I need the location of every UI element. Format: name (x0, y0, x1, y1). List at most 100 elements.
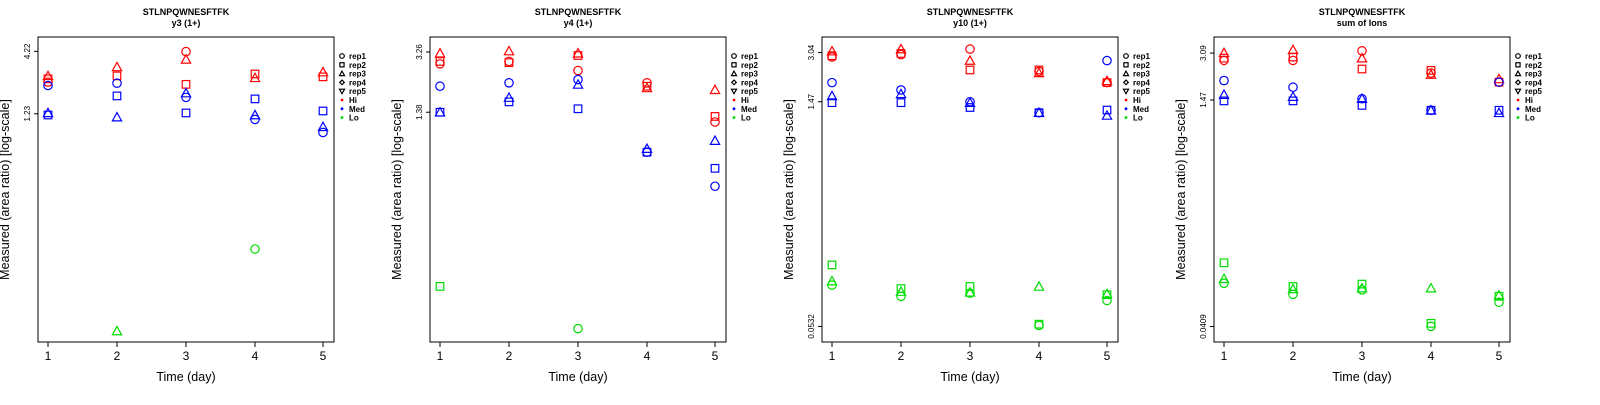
chart-title: STLNPQWNESFTFK (535, 7, 622, 17)
x-axis-label: Time (day) (940, 370, 999, 384)
data-point-med (1218, 88, 1230, 99)
data-point-lo (1102, 290, 1112, 300)
x-tick-label: 2 (506, 349, 513, 363)
data-point-hi (1357, 64, 1367, 74)
data-point-lo (896, 284, 906, 294)
data-point-med (896, 85, 906, 95)
data-point-med (826, 90, 838, 101)
data-point-lo (1426, 318, 1436, 328)
data-point-lo (435, 282, 445, 291)
data-point-med (504, 78, 514, 88)
data-point-hi (965, 65, 975, 75)
data-point-med (572, 78, 584, 89)
x-tick-label: 4 (252, 349, 259, 363)
data-point-med (1425, 104, 1437, 115)
data-point-med (1219, 75, 1229, 86)
legend-marker (730, 69, 738, 77)
legend-marker (732, 116, 736, 119)
legend-marker (338, 69, 346, 77)
x-tick-label: 5 (1496, 349, 1503, 363)
legend-label: Med (741, 105, 757, 114)
legend-marker (1124, 107, 1128, 111)
data-point-lo (111, 325, 123, 336)
data-point-hi (572, 47, 584, 58)
x-tick-label: 4 (1036, 349, 1043, 363)
legend-label: rep1 (1133, 52, 1150, 61)
data-point-hi (895, 43, 907, 54)
data-point-hi (112, 71, 122, 81)
x-tick-label: 1 (45, 349, 52, 363)
data-point-hi (318, 72, 328, 82)
x-tick-label: 3 (575, 349, 582, 363)
y-tick-label: 1.47 (1199, 92, 1208, 108)
data-point-lo (1494, 297, 1504, 308)
data-point-hi (1425, 68, 1437, 79)
data-point-med (112, 91, 122, 101)
legend-label: rep1 (349, 52, 366, 61)
data-point-hi (710, 117, 720, 127)
data-point-med (573, 74, 583, 85)
legend-marker (1124, 98, 1128, 102)
chart-subtitle: y3 (1+) (172, 18, 201, 28)
data-point-hi (964, 54, 976, 65)
data-point-hi (827, 51, 837, 61)
data-point-lo (895, 285, 907, 296)
legend-label: rep3 (349, 70, 366, 79)
x-tick-label: 1 (437, 349, 444, 363)
chart-title: STLNPQWNESFTFK (1319, 7, 1406, 17)
legend-marker (732, 107, 736, 111)
data-point-hi (180, 53, 192, 64)
data-point-med (317, 120, 329, 132)
data-point-hi (181, 79, 191, 89)
data-point-hi (42, 70, 54, 81)
legend-label: rep5 (349, 87, 366, 96)
data-point-hi (1219, 55, 1229, 66)
x-axis-label: Time (day) (548, 370, 607, 384)
data-point-med (573, 104, 583, 114)
data-point-med (964, 96, 976, 107)
x-tick-label: 3 (967, 349, 974, 363)
y-tick-label: 1.38 (415, 104, 424, 120)
data-point-hi (434, 47, 446, 58)
legend-label: rep2 (349, 61, 366, 70)
data-point-med (112, 78, 122, 88)
data-point-med (111, 111, 123, 122)
legend-marker (1122, 79, 1130, 86)
data-point-lo (1425, 282, 1437, 293)
data-point-med (1102, 105, 1112, 115)
data-point-lo (1219, 258, 1229, 268)
data-point-hi (826, 45, 838, 56)
legend-marker (1515, 53, 1521, 59)
data-point-hi (1287, 43, 1299, 55)
data-point-lo (1493, 289, 1505, 300)
data-point-lo (965, 282, 975, 291)
legend-label: rep4 (741, 78, 758, 87)
chart-subtitle: sum of Ions (1337, 18, 1388, 28)
data-point-lo (827, 260, 837, 270)
legend-label: rep2 (1133, 61, 1150, 70)
data-point-lo (1288, 282, 1298, 291)
legend-label: rep5 (1525, 87, 1542, 96)
data-point-med (965, 103, 975, 112)
data-point-hi (1034, 65, 1044, 75)
legend-marker (1123, 62, 1129, 68)
legend-label: rep3 (741, 70, 758, 79)
data-point-lo (1356, 282, 1368, 293)
y-axis-label: Measured (area ratio) [log-scale] (1174, 99, 1188, 280)
data-point-med (710, 181, 720, 192)
data-point-med (709, 134, 721, 145)
data-point-lo (1102, 295, 1112, 306)
data-point-hi (573, 65, 583, 76)
data-point-med (318, 127, 328, 138)
data-point-med (42, 107, 54, 118)
data-point-med (710, 163, 720, 173)
legend-label: Med (1133, 105, 1149, 114)
data-point-lo (1033, 280, 1045, 291)
data-point-hi (317, 66, 329, 77)
data-point-med (435, 81, 445, 92)
legend-label: Hi (1525, 96, 1533, 105)
data-point-med (1357, 101, 1367, 110)
y-tick-label: 1.47 (807, 93, 816, 109)
data-point-hi (1356, 52, 1368, 63)
data-point-hi (1033, 67, 1045, 78)
